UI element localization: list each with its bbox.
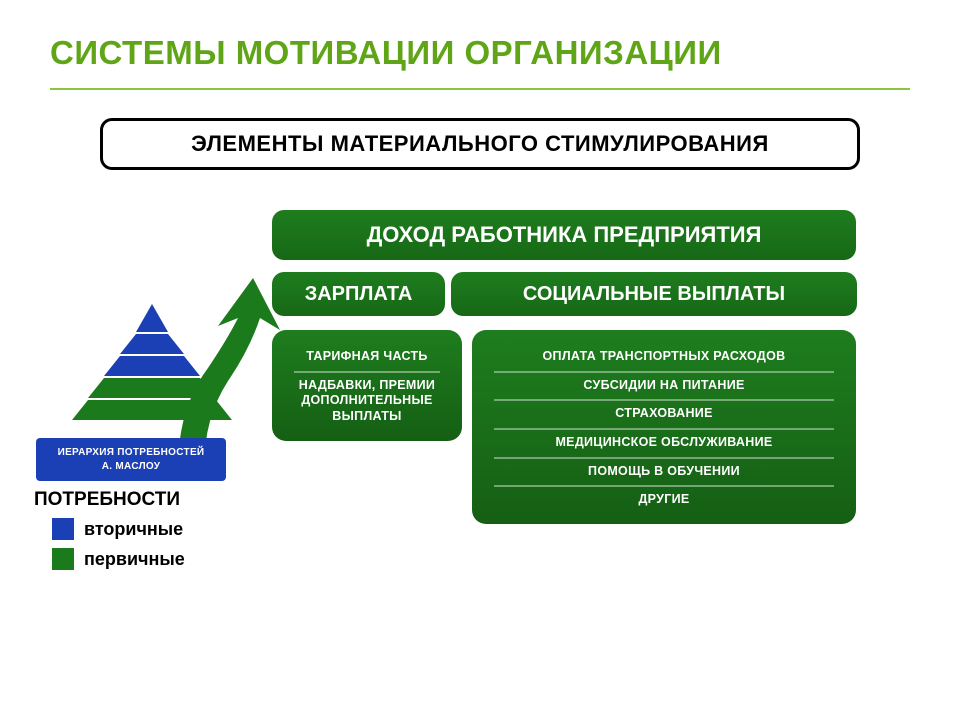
maslow-label-box: ИЕРАРХИЯ ПОТРЕБНОСТЕЙ А. МАСЛОУ <box>36 438 226 481</box>
salary-label: ЗАРПЛАТА <box>305 283 413 306</box>
list-item: СТРАХОВАНИЕ <box>494 401 834 430</box>
salary-box: ЗАРПЛАТА <box>272 272 445 316</box>
diagram-area: ДОХОД РАБОТНИКА ПРЕДПРИЯТИЯ ЗАРПЛАТА СОЦ… <box>0 170 960 690</box>
page-title: СИСТЕМЫ МОТИВАЦИИ ОРГАНИЗАЦИИ <box>50 34 910 72</box>
tariff-list-box: ТАРИФНАЯ ЧАСТЬ НАДБАВКИ, ПРЕМИИ ДОПОЛНИТ… <box>272 330 462 441</box>
legend-secondary-label: вторичные <box>84 519 183 540</box>
title-underline <box>50 88 910 90</box>
maslow-label-line2: А. МАСЛОУ <box>42 460 220 474</box>
list-item: СУБСИДИИ НА ПИТАНИЕ <box>494 373 834 402</box>
list-item: МЕДИЦИНСКОЕ ОБСЛУЖИВАНИЕ <box>494 430 834 459</box>
list-item: ТАРИФНАЯ ЧАСТЬ <box>294 344 440 373</box>
list-item: НАДБАВКИ, ПРЕМИИ ДОПОЛНИТЕЛЬНЫЕ ВЫПЛАТЫ <box>294 373 440 425</box>
legend-swatch-blue <box>52 518 74 540</box>
legend-primary-label: первичные <box>84 549 185 570</box>
legend-primary: первичные <box>52 548 185 570</box>
social-label: СОЦИАЛЬНЫЕ ВЫПЛАТЫ <box>523 283 785 306</box>
income-box: ДОХОД РАБОТНИКА ПРЕДПРИЯТИЯ <box>272 210 856 260</box>
maslow-label-line1: ИЕРАРХИЯ ПОТРЕБНОСТЕЙ <box>42 446 220 460</box>
list-item: ДРУГИЕ <box>494 487 834 508</box>
needs-title: ПОТРЕБНОСТИ <box>34 489 180 511</box>
social-list-box: ОПЛАТА ТРАНСПОРТНЫХ РАСХОДОВ СУБСИДИИ НА… <box>472 330 856 524</box>
list-item: ПОМОЩЬ В ОБУЧЕНИИ <box>494 459 834 488</box>
legend-swatch-green <box>52 548 74 570</box>
income-label: ДОХОД РАБОТНИКА ПРЕДПРИЯТИЯ <box>367 222 762 248</box>
legend-secondary: вторичные <box>52 518 183 540</box>
list-item: ОПЛАТА ТРАНСПОРТНЫХ РАСХОДОВ <box>494 344 834 373</box>
social-box: СОЦИАЛЬНЫЕ ВЫПЛАТЫ <box>451 272 857 316</box>
subtitle-box: ЭЛЕМЕНТЫ МАТЕРИАЛЬНОГО СТИМУЛИРОВАНИЯ <box>100 118 860 170</box>
